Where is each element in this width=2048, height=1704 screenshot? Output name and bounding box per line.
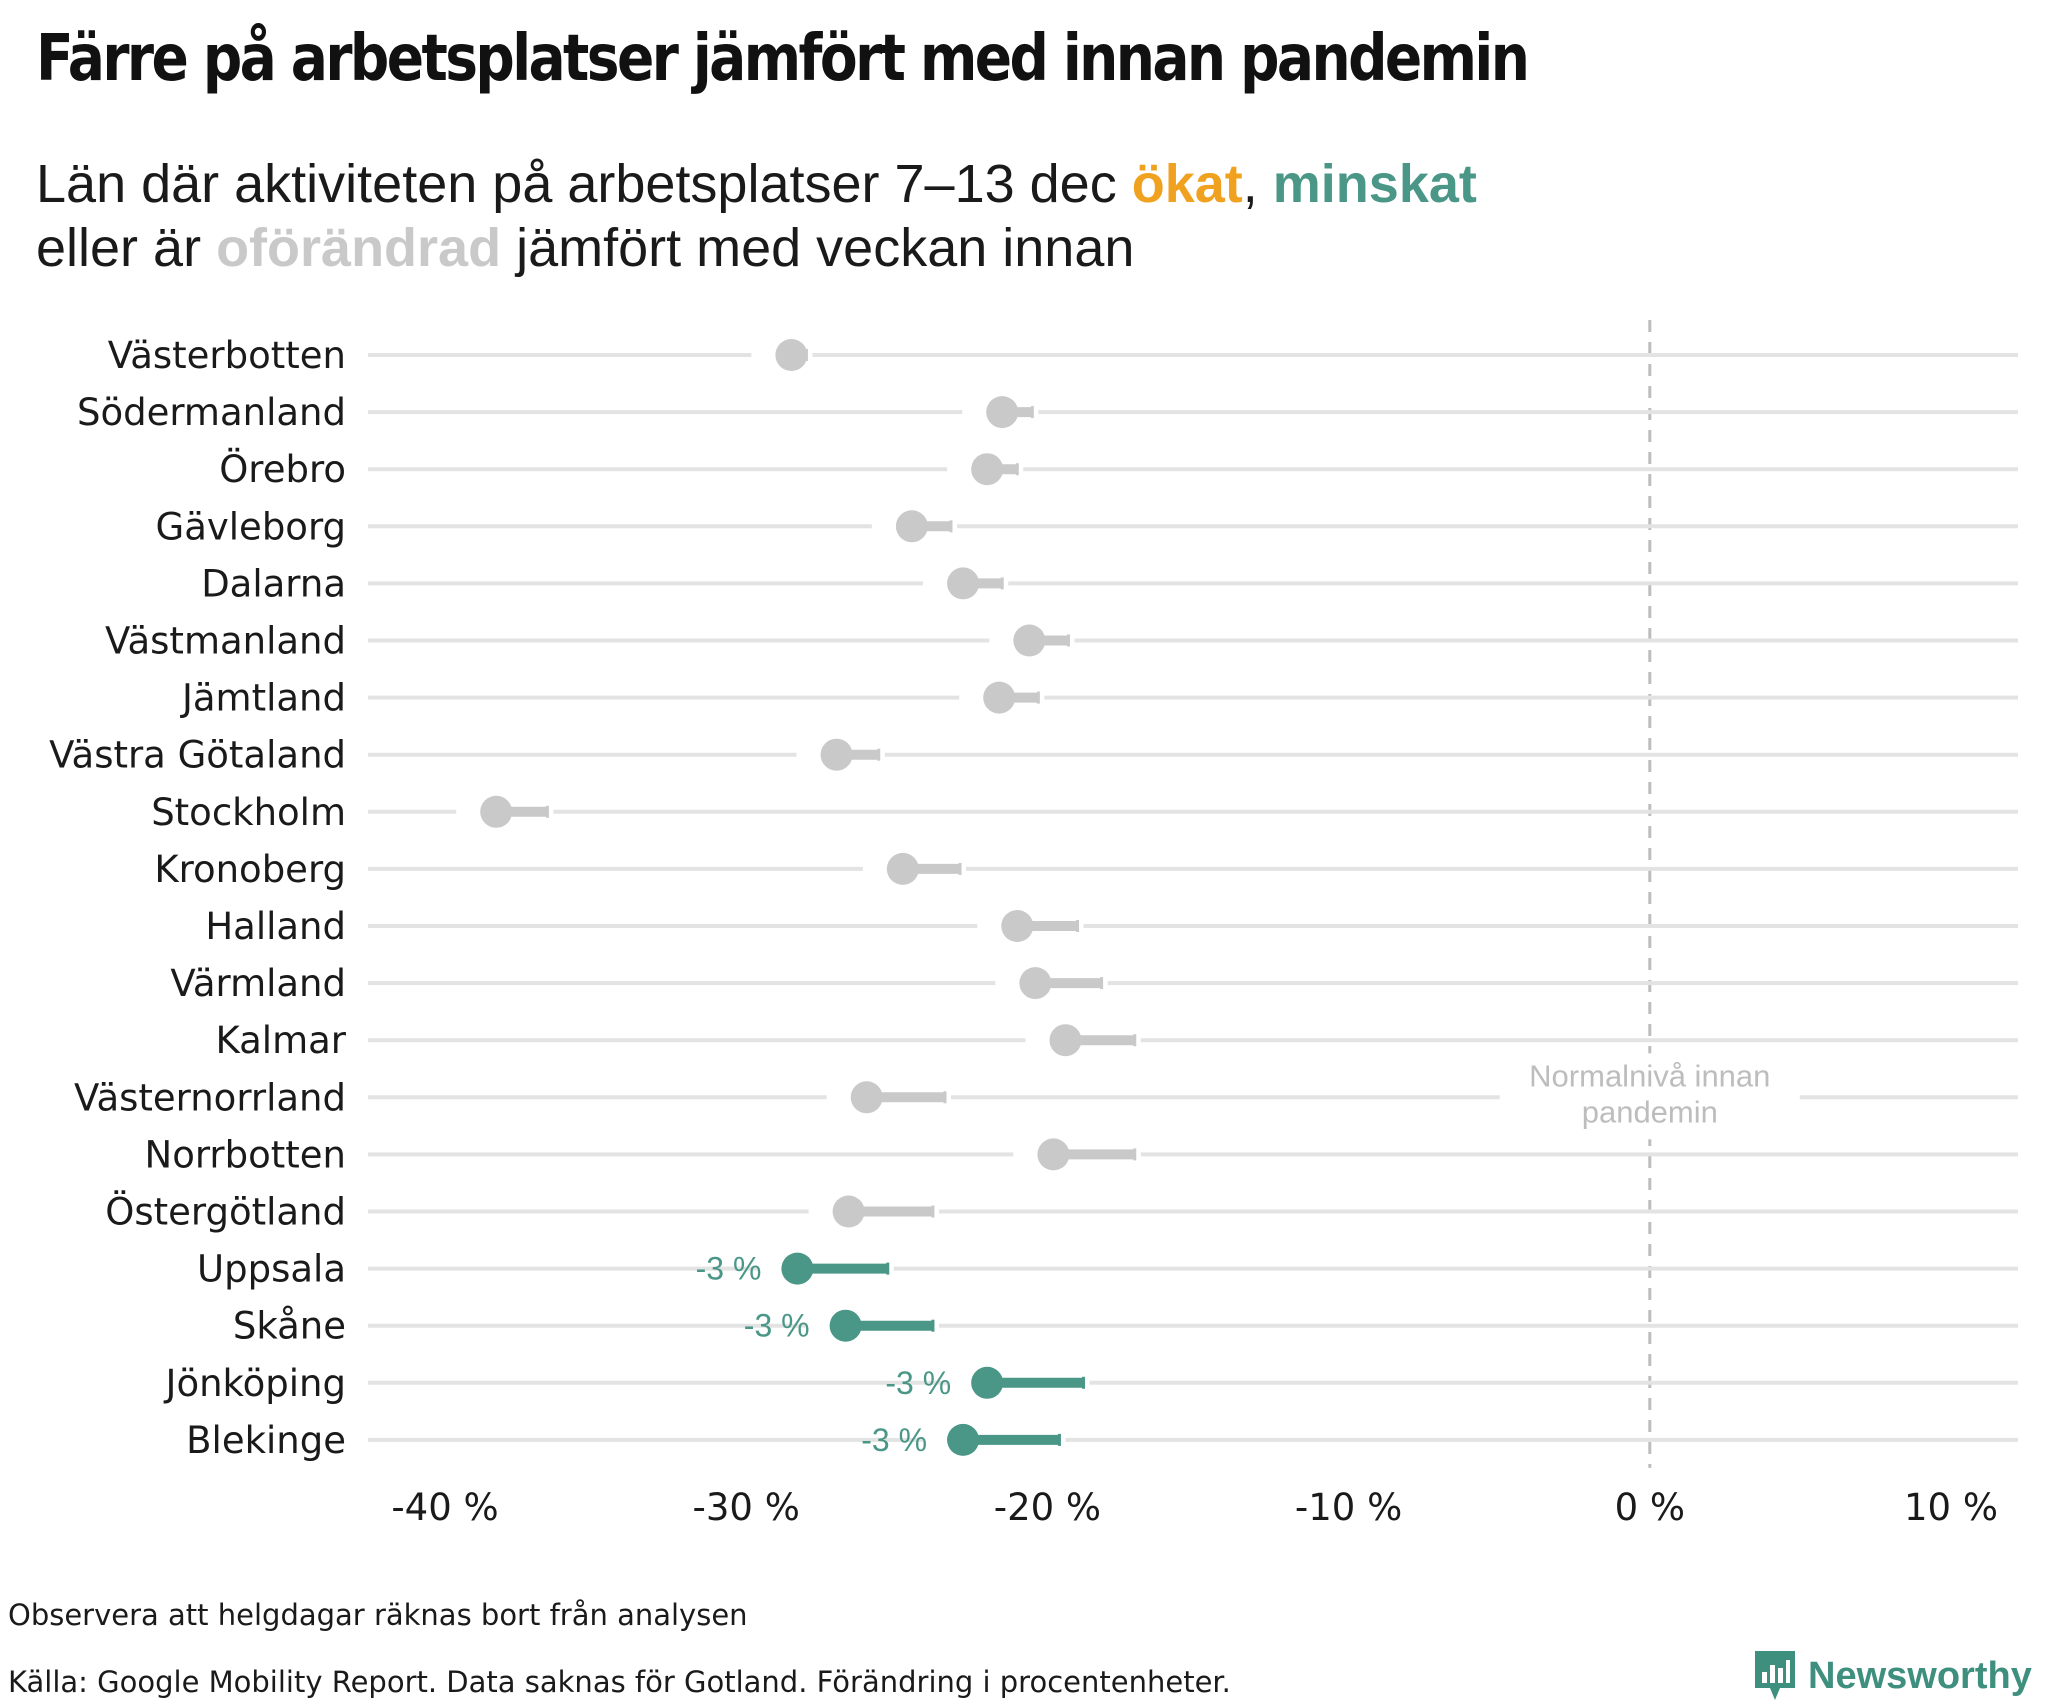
- region-label-norrbotten: Norrbotten: [145, 1133, 346, 1176]
- current-dot-norrbotten: [1037, 1138, 1070, 1171]
- x-tick-label: -10 %: [1295, 1486, 1402, 1529]
- legend-keyword-decreased: minskat: [1272, 154, 1477, 214]
- current-dot-västerbotten: [775, 339, 808, 371]
- region-label-östergötland: Östergötland: [105, 1191, 346, 1234]
- change-label-uppsala: -3 %: [696, 1251, 762, 1287]
- current-dot-blekinge: [947, 1423, 980, 1456]
- region-label-gävleborg: Gävleborg: [156, 505, 346, 548]
- current-dot-jönköping: [971, 1366, 1004, 1399]
- x-tick-label: -30 %: [693, 1486, 800, 1529]
- chart-title: Färre på arbetsplatser jämfört med innan…: [36, 22, 1530, 96]
- subtitle-line-2: eller är oförändrad jämfört med veckan i…: [36, 216, 1477, 280]
- region-label-västernorrland: Västernorrland: [74, 1076, 346, 1119]
- region-label-stockholm: Stockholm: [151, 791, 346, 834]
- chart-subtitle: Län där aktiviteten på arbetsplatser 7–1…: [36, 152, 1477, 280]
- region-label-skåne: Skåne: [233, 1305, 346, 1348]
- change-label-blekinge: -3 %: [861, 1422, 927, 1458]
- current-dot-kalmar: [1049, 1024, 1082, 1057]
- current-dot-uppsala: [781, 1252, 814, 1285]
- reference-label-background: [1499, 1053, 1800, 1140]
- region-label-jönköping: Jönköping: [164, 1362, 346, 1405]
- current-dot-jämtland: [983, 681, 1016, 714]
- brand-name: Newsworthy: [1808, 1654, 2032, 1697]
- region-label-blekinge: Blekinge: [186, 1419, 346, 1462]
- current-dot-värmland: [1019, 967, 1052, 1000]
- current-dot-halland: [1001, 910, 1034, 942]
- subtitle-text: Län där aktiviteten på arbetsplatser 7–1…: [36, 154, 1132, 214]
- newsworthy-logo: Newsworthy: [1752, 1648, 2032, 1704]
- region-label-västra-götaland: Västra Götaland: [49, 734, 346, 777]
- region-label-dalarna: Dalarna: [201, 562, 346, 605]
- current-dot-stockholm: [480, 795, 513, 828]
- dot-arrow-chart: Västerbotten Södermanland Örebro Gävleborg D…: [49, 320, 2018, 1529]
- region-label-västerbotten: Västerbotten: [108, 334, 346, 377]
- current-dot-skåne: [829, 1309, 862, 1342]
- newsworthy-logo-icon: [1755, 1651, 1795, 1700]
- subtitle-text: jämfört med veckan innan: [501, 218, 1135, 278]
- current-dot-östergötland: [832, 1195, 865, 1228]
- subtitle-text: eller är: [36, 218, 217, 278]
- region-label-kalmar: Kalmar: [216, 1019, 347, 1062]
- current-dot-örebro: [971, 453, 1004, 486]
- x-tick-label: -20 %: [994, 1486, 1101, 1529]
- change-label-skåne: -3 %: [744, 1308, 810, 1344]
- region-label-halland: Halland: [205, 905, 346, 948]
- footnote-source: Källa: Google Mobility Report. Data sakn…: [8, 1665, 1231, 1699]
- region-label-kronoberg: Kronoberg: [154, 848, 346, 891]
- current-dot-kronoberg: [886, 852, 919, 885]
- reference-label-line-1: Normalnivå innan: [1529, 1058, 1770, 1093]
- x-tick-label: -40 %: [391, 1486, 498, 1529]
- region-label-uppsala: Uppsala: [197, 1248, 346, 1291]
- current-dot-södermanland: [986, 396, 1019, 429]
- footnote-note: Observera att helgdagar räknas bort från…: [8, 1598, 748, 1632]
- current-dot-gävleborg: [895, 510, 928, 543]
- x-tick-label: 10 %: [1904, 1486, 1998, 1529]
- region-label-jämtland: Jämtland: [180, 677, 346, 720]
- legend-keyword-increased: ökat: [1131, 154, 1243, 214]
- region-label-södermanland: Södermanland: [77, 391, 346, 434]
- region-label-västmanland: Västmanland: [105, 620, 346, 663]
- current-dot-västernorrland: [850, 1081, 883, 1114]
- current-dot-västmanland: [1013, 624, 1046, 657]
- subtitle-line-1: Län där aktiviteten på arbetsplatser 7–1…: [36, 152, 1477, 216]
- current-dot-dalarna: [947, 567, 980, 600]
- region-label-värmland: Värmland: [170, 962, 346, 1005]
- region-label-örebro: Örebro: [219, 448, 346, 491]
- change-label-jönköping: -3 %: [885, 1365, 951, 1401]
- reference-label-line-2: pandemin: [1582, 1094, 1718, 1129]
- x-tick-label: 0 %: [1615, 1486, 1685, 1529]
- subtitle-comma: ,: [1242, 154, 1273, 214]
- current-dot-västra-götaland: [820, 738, 853, 771]
- legend-keyword-unchanged: oförändrad: [216, 218, 502, 278]
